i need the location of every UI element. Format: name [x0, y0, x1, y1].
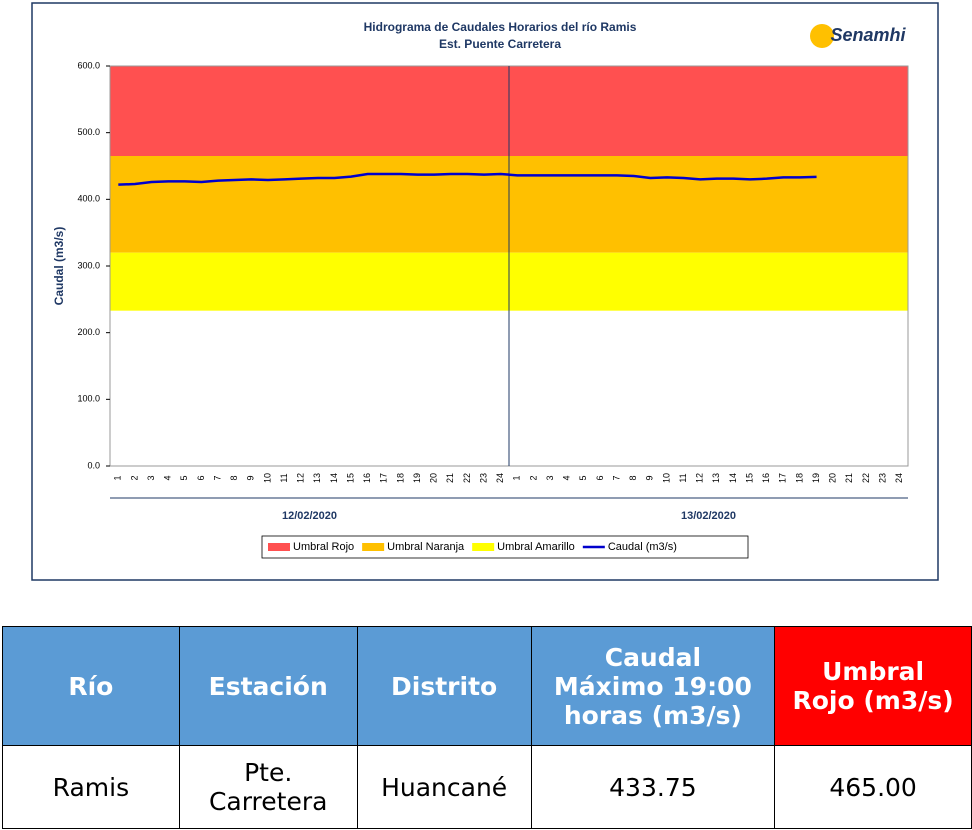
- x-tick-label: 7: [611, 475, 621, 480]
- x-tick-label: 11: [678, 473, 688, 482]
- x-tick-label: 1: [113, 475, 123, 480]
- x-tick-label: 18: [395, 473, 405, 483]
- chart-title: Hidrograma de Caudales Horarios del río …: [364, 20, 637, 34]
- x-tick-label: 4: [562, 475, 572, 480]
- x-tick-label: 15: [345, 473, 355, 483]
- legend-label: Umbral Rojo: [293, 541, 354, 553]
- x-tick-label: 24: [495, 473, 505, 483]
- x-tick-label: 17: [379, 473, 389, 483]
- x-tick-label: 10: [262, 473, 272, 483]
- x-tick-label: 13: [711, 473, 721, 483]
- header-cell: Río: [2, 626, 180, 746]
- y-tick-label: 500.0: [77, 127, 100, 137]
- x-tick-label: 14: [329, 473, 339, 483]
- table-row: Ramis Pte. Carretera Huancané 433.75 465…: [2, 745, 972, 829]
- x-tick-label: 9: [246, 475, 256, 480]
- x-tick-label: 16: [761, 473, 771, 483]
- x-tick-label: 2: [129, 475, 139, 480]
- x-tick-label: 20: [828, 473, 838, 483]
- x-tick-label: 8: [229, 475, 239, 480]
- x-tick-label: 24: [894, 473, 904, 483]
- x-tick-label: 9: [645, 475, 655, 480]
- x-tick-label: 14: [728, 473, 738, 483]
- x-tick-label: 13: [312, 473, 322, 483]
- group-label: 13/02/2020: [681, 510, 736, 522]
- x-tick-label: 12: [695, 473, 705, 483]
- cell: Ramis: [2, 745, 180, 829]
- legend-label: Umbral Amarillo: [497, 541, 575, 553]
- series-line: [118, 172, 817, 186]
- x-tick-label: 19: [412, 473, 422, 483]
- x-tick-label: 6: [595, 475, 605, 480]
- header-cell: Caudal Máximo 19:00 horas (m3/s): [530, 626, 776, 746]
- y-tick-label: 100.0: [77, 394, 100, 404]
- x-tick-label: 3: [545, 475, 555, 480]
- x-tick-label: 3: [146, 475, 156, 480]
- legend-label: Umbral Naranja: [387, 541, 465, 553]
- table: Río Estación Distrito Caudal Máximo 19:0…: [2, 626, 972, 829]
- x-tick-label: 5: [578, 475, 588, 480]
- legend-swatch: [362, 543, 385, 551]
- x-tick-label: 16: [362, 473, 372, 483]
- logo-sun: [810, 24, 834, 48]
- x-tick-label: 15: [744, 473, 754, 483]
- y-axis-label: Caudal (m3/s): [52, 227, 66, 306]
- x-tick-label: 20: [429, 473, 439, 483]
- x-tick-label: 10: [661, 473, 671, 483]
- x-tick-label: 23: [877, 473, 887, 483]
- logo: Senamhi: [830, 25, 906, 45]
- cell: 433.75: [530, 745, 776, 829]
- x-tick-label: 8: [628, 475, 638, 480]
- chart: Hidrograma de Caudales Horarios del río …: [31, 2, 939, 581]
- cell: Huancané: [356, 745, 532, 829]
- x-tick-label: 12: [296, 473, 306, 483]
- x-tick-label: 11: [279, 473, 289, 482]
- y-tick-label: 0.0: [87, 460, 100, 470]
- x-tick-label: 6: [196, 475, 206, 480]
- x-tick-label: 4: [163, 475, 173, 480]
- legend-box: [261, 535, 749, 559]
- y-tick-label: 200.0: [77, 327, 100, 337]
- table-header: Río Estación Distrito Caudal Máximo 19:0…: [2, 626, 972, 746]
- chart-subtitle: Est. Puente Carretera: [439, 37, 561, 51]
- x-tick-label: 19: [811, 473, 821, 483]
- y-tick-label: 300.0: [77, 260, 100, 270]
- x-tick-label: 1: [512, 475, 522, 480]
- header-cell: Umbral Rojo (m3/s): [774, 626, 972, 746]
- x-tick-label: 2: [528, 475, 538, 480]
- x-tick-label: 22: [462, 473, 472, 483]
- y-tick-label: 400.0: [77, 194, 100, 204]
- x-tick-label: 21: [445, 473, 455, 483]
- cell: Pte. Carretera: [178, 745, 358, 829]
- x-tick-label: 23: [478, 473, 488, 483]
- legend-label: Caudal (m3/s): [608, 541, 677, 553]
- legend-swatch: [472, 543, 495, 551]
- legend-swatch: [268, 543, 290, 551]
- header-cell: Estación: [178, 626, 358, 746]
- group-label: 12/02/2020: [282, 510, 337, 522]
- cell: 465.00: [774, 745, 972, 829]
- x-tick-label: 17: [778, 473, 788, 483]
- x-tick-label: 5: [179, 475, 189, 480]
- x-tick-label: 21: [844, 473, 854, 483]
- y-tick-label: 600.0: [77, 60, 100, 70]
- x-tick-label: 7: [212, 475, 222, 480]
- header-cell: Distrito: [356, 626, 532, 746]
- x-tick-label: 22: [861, 473, 871, 483]
- x-tick-label: 18: [794, 473, 804, 483]
